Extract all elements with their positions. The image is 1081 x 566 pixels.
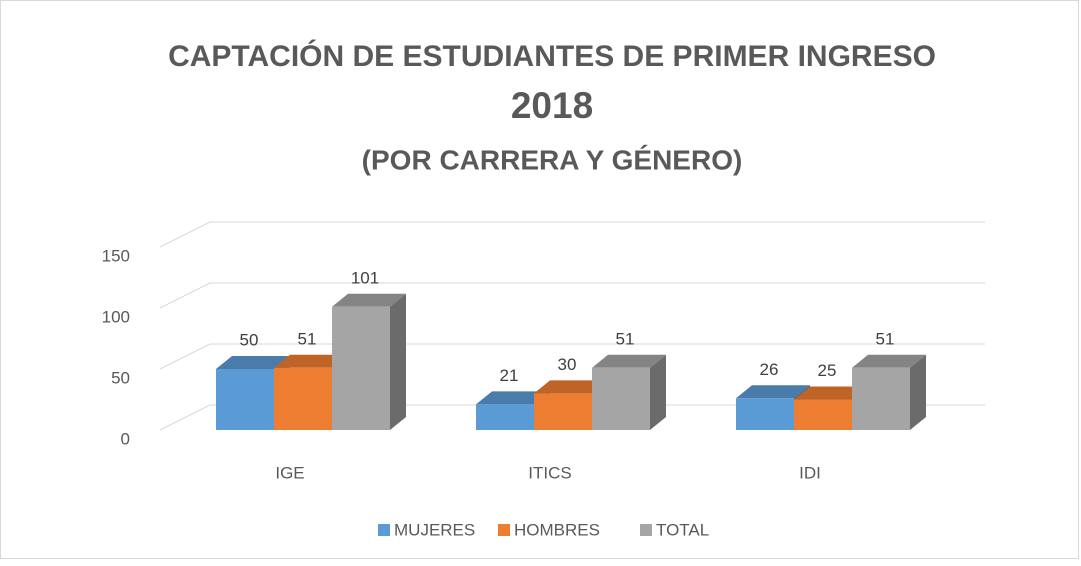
bar: [216, 369, 274, 430]
bar-top: [534, 380, 608, 394]
bar: [592, 367, 650, 430]
chart-subtitle: 2018: [511, 85, 593, 126]
legend-swatch: [378, 524, 390, 536]
bar-side: [390, 293, 406, 430]
x-tick-label: IDI: [799, 463, 821, 482]
y-tick-label: 150: [102, 246, 130, 265]
y-tick-label: 100: [102, 307, 130, 326]
grid-line: [159, 404, 211, 431]
bar: [852, 367, 910, 430]
grid-line: [159, 282, 211, 309]
bar-top: [592, 354, 666, 368]
bar-top: [216, 356, 290, 369]
data-label: 101: [351, 268, 379, 287]
legend-swatch: [640, 524, 652, 536]
y-tick-label: 50: [111, 368, 130, 387]
data-label: 51: [876, 329, 895, 348]
x-tick-label: IGE: [275, 463, 304, 482]
data-label: 26: [760, 360, 779, 379]
grid-line: [159, 343, 211, 370]
bar-top: [332, 293, 406, 307]
data-label: 50: [240, 330, 259, 349]
chart-title: CAPTACIÓN DE ESTUDIANTES DE PRIMER INGRE…: [168, 39, 936, 73]
bar: [332, 306, 390, 430]
bar: [274, 367, 332, 430]
bar-side: [650, 354, 666, 430]
y-tick-label: 0: [121, 429, 130, 448]
data-label: 30: [558, 355, 577, 374]
legend-label: TOTAL: [656, 520, 709, 539]
x-tick-label: ITICS: [528, 463, 571, 482]
bar: [476, 404, 534, 430]
data-label: 25: [818, 361, 837, 380]
chart-subtitle: (POR CARRERA Y GÉNERO): [362, 144, 743, 175]
bar: [736, 398, 794, 430]
bar: [534, 393, 592, 430]
bar-top: [852, 354, 926, 368]
grid-line: [159, 221, 211, 248]
bar-side: [910, 354, 926, 430]
bar-top: [476, 391, 550, 405]
legend-label: MUJERES: [394, 520, 475, 539]
data-label: 51: [298, 329, 317, 348]
data-label: 51: [616, 329, 635, 348]
bar: [794, 399, 852, 430]
legend-label: HOMBRES: [514, 520, 600, 539]
legend-swatch: [498, 524, 510, 536]
bar-top: [274, 354, 348, 368]
bar-top: [794, 386, 868, 400]
bar-top: [736, 385, 810, 399]
data-label: 21: [500, 366, 519, 385]
